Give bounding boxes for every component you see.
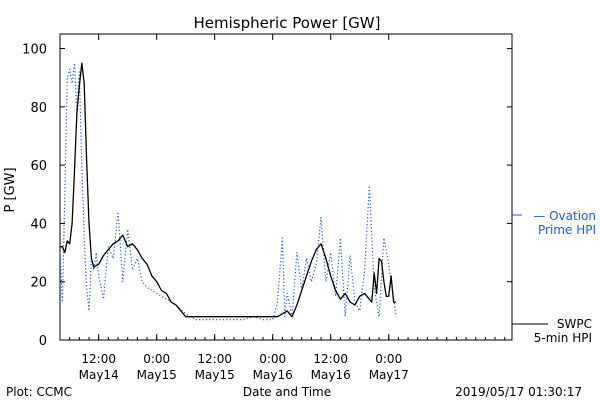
ovation-prime-series-line [59, 62, 397, 321]
x-tick-label-date: May15 [195, 368, 235, 382]
y-axis-label: P [GW] [3, 167, 18, 212]
x-tick-label-time: 0:00 [375, 352, 402, 366]
y-tick-label: 60 [30, 159, 47, 174]
legend-swpc-label: SWPC [557, 317, 592, 331]
chart-title: Hemispheric Power [GW] [194, 14, 381, 32]
x-tick-label-time: 12:00 [81, 352, 116, 366]
plot-frame [59, 33, 513, 341]
x-axis: 12:00 May14 0:00 May15 12:00 May15 0:00 May16 12… [59, 34, 506, 382]
plot-timestamp: 2019/05/17 01:30:17 [455, 385, 582, 399]
x-tick-label-time: 12:00 [313, 352, 348, 366]
x-tick-label-date: May16 [253, 368, 293, 382]
y-tick-label: 100 [22, 43, 47, 58]
x-tick-label-time: 0:00 [259, 352, 286, 366]
x-axis-label: Date and Time [243, 385, 331, 399]
legend-ovation-label: — Ovation [533, 209, 596, 223]
y-tick-label: 40 [30, 217, 47, 232]
x-tick-label-date: May16 [311, 368, 351, 382]
x-tick-label-date: May14 [79, 368, 119, 382]
plot-series [59, 62, 397, 321]
y-tick-label: 80 [30, 101, 47, 116]
x-tick-label-time: 12:00 [197, 352, 232, 366]
legend-ovation-label: Prime HPI [538, 223, 596, 237]
x-tick-label-date: May15 [137, 368, 177, 382]
y-axis: 0 20 40 60 80 100 [22, 43, 512, 349]
y-tick-label: 20 [30, 276, 47, 291]
swpc-hpi-series-line [60, 62, 396, 318]
y-tick-label: 0 [39, 334, 47, 349]
plot-credit: Plot: CCMC [6, 385, 72, 399]
x-tick-label-time: 0:00 [143, 352, 170, 366]
legend-swpc-label: 5-min HPI [534, 331, 592, 345]
x-tick-label-date: May17 [369, 368, 409, 382]
